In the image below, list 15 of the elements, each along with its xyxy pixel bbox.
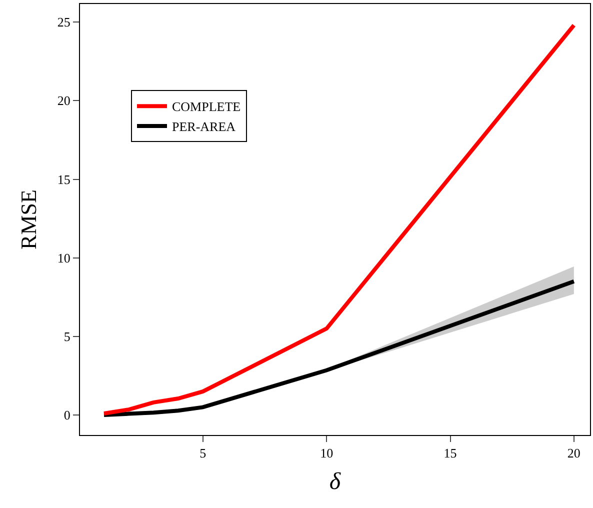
y-tick-label: 5 — [64, 329, 70, 344]
y-tick-label: 15 — [57, 172, 70, 187]
x-axis-title: δ — [329, 468, 342, 495]
y-axis-title: RMSE — [16, 190, 42, 250]
y-tick-label: 25 — [57, 14, 70, 30]
y-tick-label: 10 — [57, 250, 70, 266]
x-tick-label: 15 — [444, 446, 457, 461]
line-series — [102, 23, 576, 416]
x-tick-label: 10 — [320, 446, 334, 461]
x-tick-label: 20 — [567, 446, 580, 461]
legend-label: PER-AREA — [172, 119, 236, 134]
x-tick-label: 5 — [200, 446, 206, 461]
legend-label: COMPLETE — [172, 99, 241, 114]
y-tick-label: 0 — [64, 408, 70, 423]
y-tick-label: 20 — [57, 93, 70, 108]
